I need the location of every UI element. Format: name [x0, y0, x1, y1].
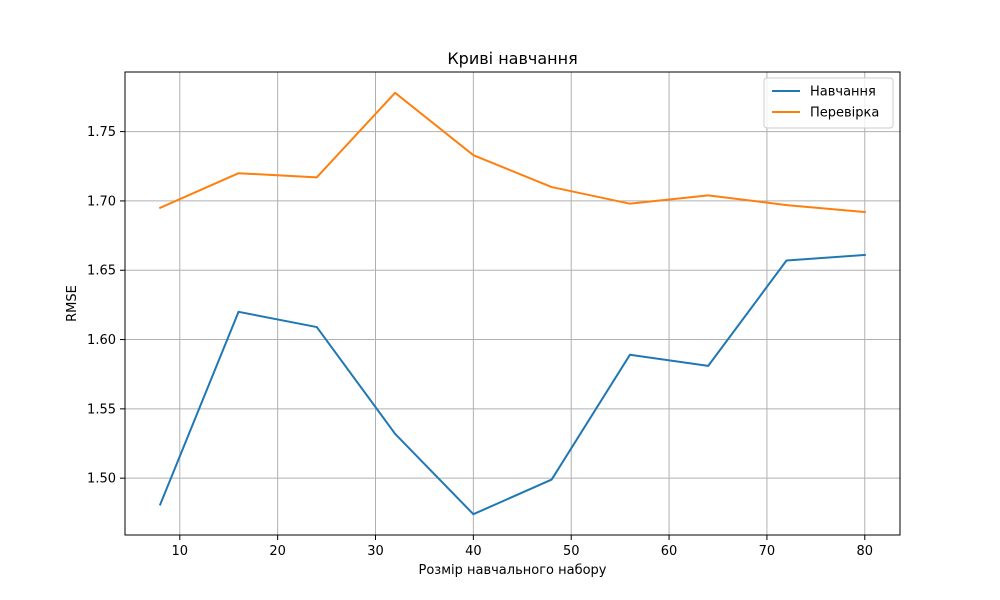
- data-point: [237, 311, 240, 313]
- data-point: [863, 254, 866, 256]
- data-point: [785, 204, 788, 206]
- data-point: [159, 503, 162, 506]
- data-point: [315, 176, 318, 179]
- data-point: [707, 365, 710, 367]
- legend: Навчання Перевірка: [763, 77, 894, 129]
- series-line-1: [158, 91, 866, 214]
- series-line-0: [158, 253, 866, 516]
- data-point: [159, 207, 162, 209]
- legend-label: Перевірка: [810, 106, 879, 121]
- y-tick-label: 1.50: [87, 472, 116, 487]
- data-point: [472, 513, 475, 516]
- data-point: [629, 353, 631, 356]
- data-point: [707, 194, 710, 197]
- x-axis-label: Розмір навчального набору: [418, 563, 606, 578]
- data-point: [394, 433, 396, 435]
- y-tick-label: 1.65: [87, 264, 116, 279]
- x-tick-label: 20: [269, 544, 286, 559]
- plot-frame: [124, 71, 901, 536]
- y-tick-label: 1.55: [87, 402, 116, 417]
- series-layer: [158, 91, 866, 516]
- data-point: [472, 154, 475, 156]
- x-tick-label: 60: [661, 544, 678, 559]
- y-axis-label: RMSE: [65, 285, 80, 322]
- x-axis-ticks: 10 20 30 40 50 60 70 80: [172, 535, 873, 559]
- x-tick-label: 80: [856, 544, 873, 559]
- data-point: [785, 259, 788, 262]
- y-tick-label: 1.70: [87, 194, 116, 209]
- data-point: [863, 211, 866, 213]
- grid-lines: [125, 72, 900, 535]
- x-tick-label: 10: [172, 544, 189, 559]
- x-tick-label: 70: [759, 544, 776, 559]
- chart-title: Криві навчання: [447, 49, 577, 68]
- data-point: [237, 172, 240, 174]
- y-axis-ticks: 1.50 1.55 1.60 1.65 1.70 1.75: [87, 125, 125, 487]
- y-tick-label: 1.75: [87, 125, 116, 140]
- x-tick-label: 50: [563, 544, 580, 559]
- data-point: [629, 202, 631, 205]
- x-tick-label: 40: [465, 544, 482, 559]
- data-point: [550, 186, 553, 188]
- data-point: [315, 326, 318, 328]
- x-tick-label: 30: [367, 544, 384, 559]
- data-point: [394, 91, 396, 94]
- y-tick-label: 1.60: [87, 333, 116, 348]
- data-point: [550, 478, 553, 481]
- legend-label: Навчання: [810, 85, 876, 100]
